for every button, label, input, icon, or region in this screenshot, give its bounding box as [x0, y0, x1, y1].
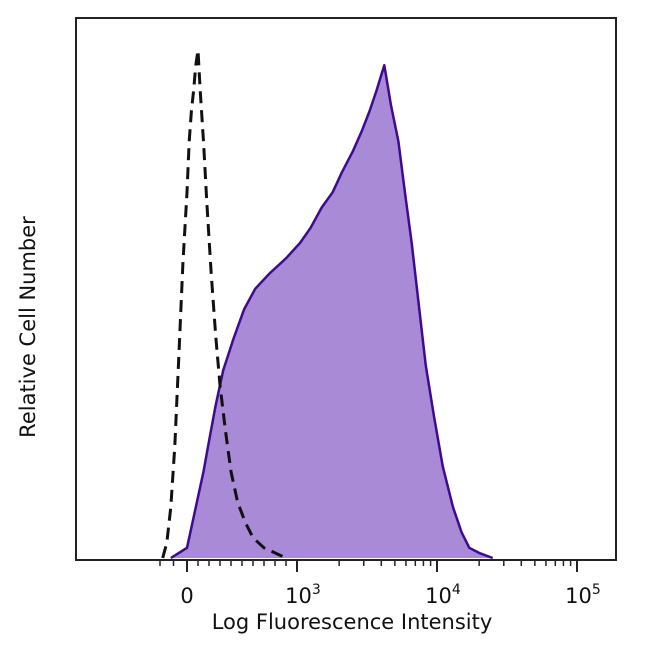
sample-histogram-line	[170, 63, 494, 560]
x-tick-label: 105	[565, 582, 601, 608]
series-layer	[161, 48, 494, 560]
y-axis-title: Relative Cell Number	[16, 216, 40, 438]
control-histogram-dashed-line	[161, 48, 287, 560]
plot-frame	[75, 17, 617, 561]
tick-layer: 0 103 104 105	[180, 560, 601, 608]
sample-histogram-fill	[170, 65, 493, 558]
x-tick-label: 103	[285, 582, 321, 608]
x-tick-label: 0	[180, 584, 193, 608]
x-axis-title: Log Fluorescence Intensity	[212, 610, 493, 634]
x-tick-label: 104	[425, 582, 461, 608]
